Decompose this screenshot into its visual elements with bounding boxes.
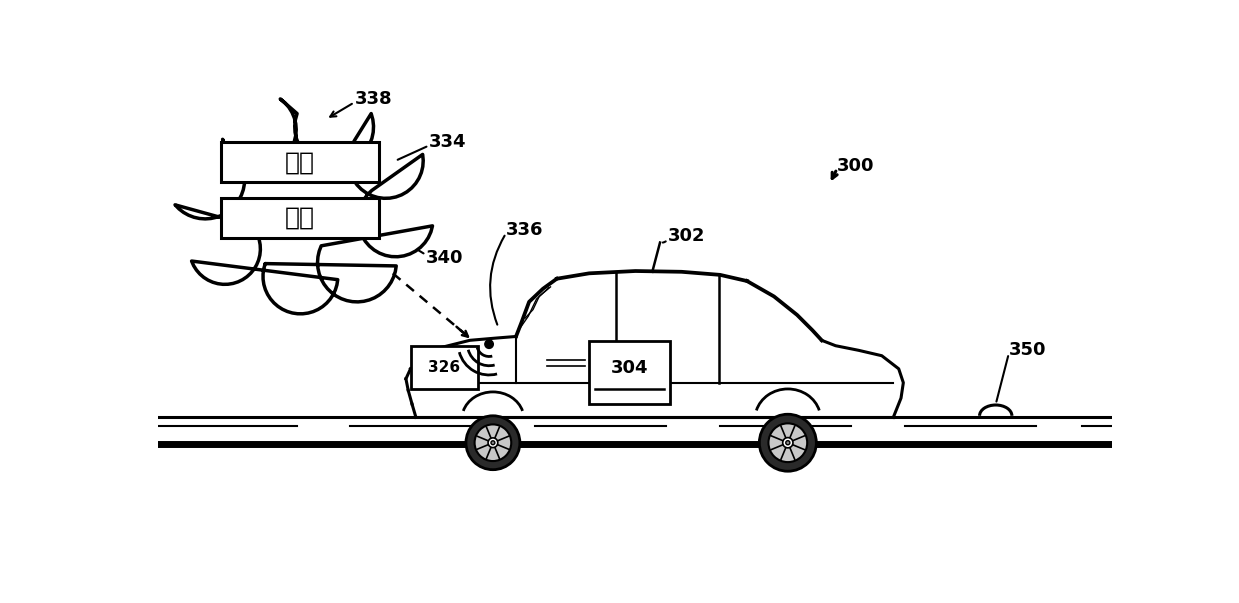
Circle shape: [491, 441, 494, 444]
Text: 336: 336: [506, 221, 544, 239]
Text: 处理: 处理: [285, 151, 315, 174]
Circle shape: [786, 441, 790, 445]
Text: 334: 334: [429, 133, 467, 151]
Text: 340: 340: [426, 249, 463, 267]
FancyBboxPatch shape: [590, 341, 670, 404]
Polygon shape: [175, 99, 432, 314]
FancyBboxPatch shape: [221, 198, 379, 238]
Text: 326: 326: [429, 360, 461, 375]
Text: 300: 300: [838, 157, 875, 174]
Text: 存储: 存储: [285, 206, 315, 230]
Text: 350: 350: [1009, 341, 1046, 359]
Text: 302: 302: [668, 227, 705, 245]
Circle shape: [783, 438, 793, 448]
Circle shape: [488, 438, 498, 447]
Circle shape: [760, 414, 817, 471]
Text: 304: 304: [611, 359, 648, 377]
Circle shape: [768, 423, 807, 462]
Circle shape: [484, 340, 493, 349]
FancyBboxPatch shape: [410, 347, 478, 389]
Text: 338: 338: [354, 90, 392, 109]
Circle shape: [466, 416, 520, 470]
FancyBboxPatch shape: [221, 142, 379, 183]
Circle shape: [475, 425, 512, 461]
